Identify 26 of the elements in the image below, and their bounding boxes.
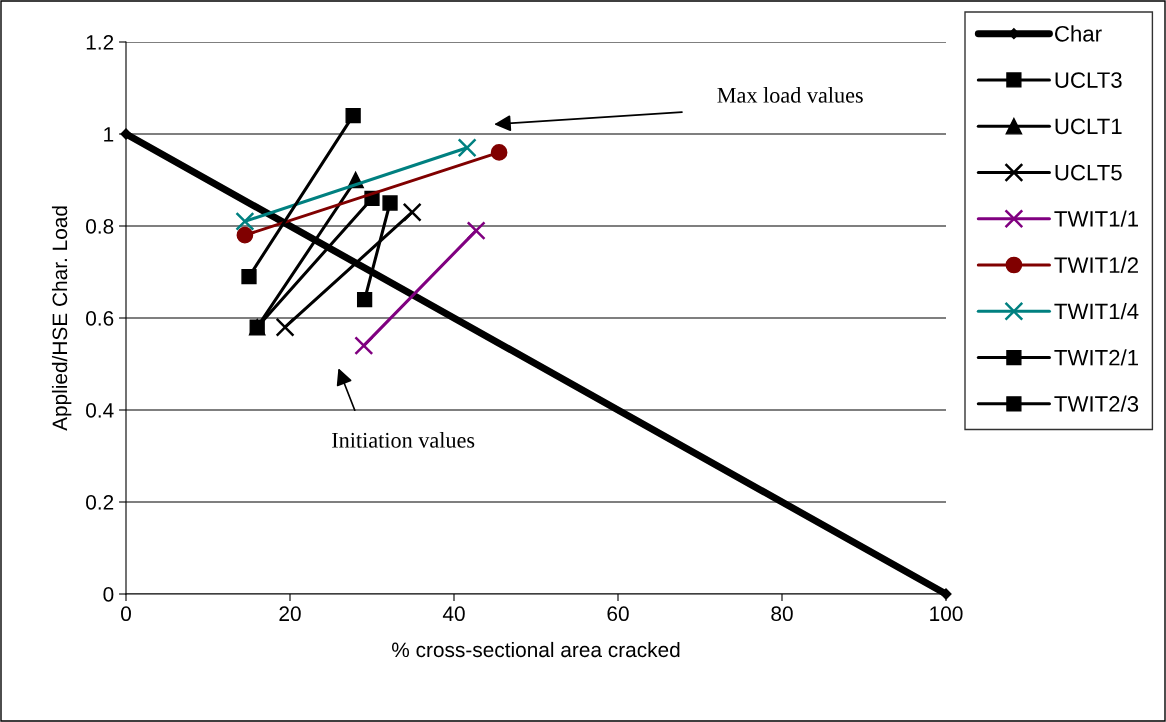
annotation: Initiation values bbox=[332, 432, 475, 448]
legend-label: UCLT5 bbox=[1055, 164, 1122, 181]
y-tick-label: 0 bbox=[103, 587, 114, 602]
x-axis-title: % cross-sectional area cracked bbox=[392, 641, 680, 658]
legend-label: TWIT2/1 bbox=[1054, 349, 1138, 366]
legend-label: TWIT2/3 bbox=[1054, 395, 1139, 412]
legend-label: UCLT3 bbox=[1055, 72, 1122, 88]
y-tick-label: 0.4 bbox=[86, 403, 114, 418]
y-tick-label: 0.2 bbox=[86, 495, 114, 510]
y-tick-label: 1 bbox=[104, 127, 114, 142]
annotation: Max load values bbox=[717, 87, 863, 103]
y-tick-label: 0.8 bbox=[86, 219, 114, 234]
y-axis-title: Applied/HSE Char. Load bbox=[51, 206, 72, 431]
legend-label: UCLT1 bbox=[1055, 118, 1122, 135]
x-tick-label: 0 bbox=[121, 606, 131, 622]
y-tick-label: 1.2 bbox=[86, 35, 114, 50]
legend-label: TWIT1/1 bbox=[1054, 210, 1138, 227]
x-tick-label: 80 bbox=[771, 606, 793, 622]
x-tick-label: 60 bbox=[607, 606, 629, 622]
x-tick-label: 20 bbox=[279, 606, 301, 622]
y-tick-label: 0.6 bbox=[86, 311, 114, 326]
legend-label: TWIT1/4 bbox=[1054, 302, 1139, 320]
x-tick-label: 40 bbox=[442, 606, 465, 622]
legend-label: TWIT1/2 bbox=[1054, 256, 1138, 274]
legend-label: Char bbox=[1055, 25, 1102, 42]
x-tick-label: 100 bbox=[930, 606, 963, 622]
